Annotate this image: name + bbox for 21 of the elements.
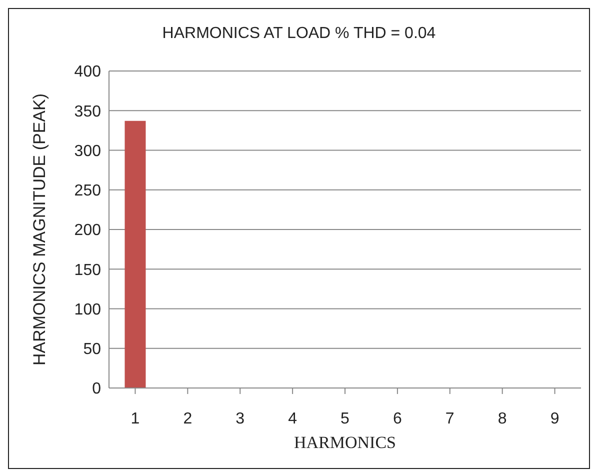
y-tick-label: 0: [92, 380, 102, 398]
x-tick-label: 1: [130, 410, 140, 428]
x-tick-label: 3: [236, 410, 245, 428]
y-tick-label: 100: [74, 301, 102, 318]
y-tick-label: 300: [74, 142, 102, 160]
x-tick-label: 5: [340, 410, 350, 428]
y-tick-label: 150: [74, 262, 102, 279]
chart-title: HARMONICS AT LOAD % THD = 0.04: [161, 25, 437, 43]
x-tick-label: 2: [183, 410, 192, 428]
x-axis-title: HARMONICS: [294, 433, 396, 452]
y-tick-label: 250: [74, 182, 102, 200]
x-tick-label: 7: [445, 410, 454, 428]
x-tick-label: 4: [288, 410, 298, 428]
y-axis-title: HARMONICS MAGNITUDE (PEAK): [30, 93, 50, 366]
x-tick-label: 6: [392, 410, 402, 428]
x-tick-label: 8: [498, 410, 507, 428]
y-tick-label: 400: [74, 64, 102, 81]
y-tick-label: 200: [74, 222, 102, 240]
y-tick-label: 350: [74, 103, 102, 120]
x-tick-label: 9: [550, 410, 560, 428]
y-tick-label: 50: [83, 341, 102, 358]
